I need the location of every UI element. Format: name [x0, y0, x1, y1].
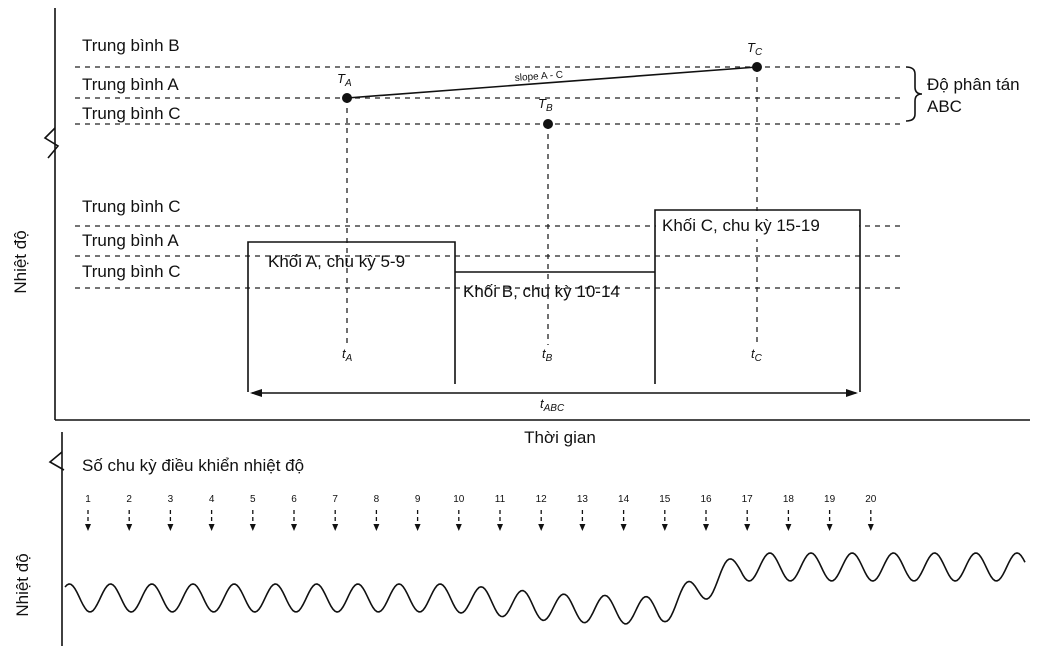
temperature-wave	[64, 552, 1026, 625]
cycle-arrow-head	[661, 524, 668, 531]
point-b	[543, 119, 553, 129]
cycle-number: 6	[291, 494, 297, 505]
cycle-number: 15	[659, 494, 671, 505]
point-a	[342, 93, 352, 103]
dispersion-label-line2: ABC	[927, 97, 962, 116]
cycle-arrow-head	[414, 524, 421, 531]
block-level-label-1: Trung bình C	[82, 197, 181, 216]
cycle-arrow-head	[332, 524, 339, 531]
cycle-number: 2	[126, 494, 132, 505]
cycle-ticks: 1 2 3 4 5 6 7 8 9 10 11 12 13 14 15 16 17 18 19 20	[85, 494, 877, 531]
block-label-c: Khối C, chu kỳ 15-19	[662, 216, 820, 235]
cycle-number: 9	[415, 494, 421, 505]
cycle-arrow-head	[826, 524, 833, 531]
time-mark-b: tB	[542, 346, 553, 364]
cycle-number: 3	[168, 494, 174, 505]
reference-label-b: Trung bình B	[82, 36, 180, 55]
cycle-number: 16	[700, 494, 712, 505]
dispersion-label-line1: Độ phân tán	[927, 75, 1020, 94]
reference-label-c: Trung bình C	[82, 104, 181, 123]
block-label-b: Khối B, chu kỳ 10-14	[463, 282, 620, 301]
span-label: tABC	[540, 396, 565, 414]
cycles-label: Số chu kỳ điều khiển nhiệt độ	[82, 456, 304, 475]
cycle-arrow-head	[538, 524, 545, 531]
span-arrow-right-head	[846, 389, 858, 397]
top-y-axis-label: Nhiệt độ	[11, 230, 30, 293]
cycle-number: 10	[453, 494, 465, 505]
cycle-arrow-head	[744, 524, 751, 531]
cycle-arrow-head	[291, 524, 297, 531]
cycle-number: 11	[495, 494, 506, 505]
cycle-number: 7	[332, 494, 338, 505]
cycle-arrow-head	[785, 524, 792, 531]
top-x-axis-label: Thời gian	[524, 428, 596, 447]
time-mark-a: tA	[342, 346, 353, 364]
point-label-a: TA	[337, 71, 352, 89]
cycle-arrow-head	[126, 524, 133, 531]
slope-line-a-c	[346, 66, 758, 99]
block-step-outline	[247, 209, 861, 392]
cycle-arrow-head	[579, 524, 586, 531]
block-level-label-2: Trung bình A	[82, 231, 179, 250]
cycle-number: 14	[618, 494, 630, 505]
cycle-arrow-head	[249, 524, 256, 531]
block-label-a: Khối A, chu kỳ 5-9	[268, 252, 405, 271]
time-mark-c: tC	[751, 346, 763, 364]
top-panel: Nhiệt độ Thời gian Trung bình B Trung bì…	[11, 8, 1030, 447]
point-label-c: TC	[747, 40, 763, 58]
cycle-arrow-head	[85, 524, 91, 531]
cycle-number: 19	[824, 494, 836, 505]
point-label-b: TB	[538, 96, 553, 114]
bottom-axis-break-mark	[48, 451, 65, 471]
cycle-number: 17	[742, 494, 754, 505]
cycle-number: 4	[209, 494, 215, 505]
reference-label-a: Trung bình A	[82, 75, 179, 94]
cycle-arrow-head	[167, 524, 174, 531]
point-c	[752, 62, 762, 72]
cycle-number: 13	[577, 494, 589, 505]
bottom-panel: Nhiệt độ Số chu kỳ điều khiển nhiệt độ 1…	[13, 432, 1026, 646]
block-c-label-bg	[656, 211, 859, 239]
bottom-y-axis-label: Nhiệt độ	[13, 553, 32, 616]
span-arrow-left-head	[250, 389, 262, 397]
dispersion-brace	[905, 66, 923, 122]
cycle-arrow-head	[867, 524, 874, 531]
cycle-number: 1	[85, 494, 91, 505]
cycle-arrow-head	[620, 524, 627, 531]
cycle-number: 5	[250, 494, 256, 505]
slope-label: slope A - C	[514, 70, 563, 84]
cycle-arrow-head	[373, 524, 380, 531]
axis-break-mark	[43, 127, 60, 159]
cycle-arrow-head	[703, 524, 709, 531]
cycle-number: 20	[865, 494, 877, 505]
cycle-number: 8	[374, 494, 380, 505]
cycle-number: 18	[783, 494, 795, 505]
cycle-number: 12	[536, 494, 548, 505]
block-level-label-3: Trung bình C	[82, 262, 181, 281]
cycle-arrow-head	[455, 524, 462, 531]
cycle-arrow-head	[497, 524, 503, 531]
cycle-arrow-head	[208, 524, 215, 531]
